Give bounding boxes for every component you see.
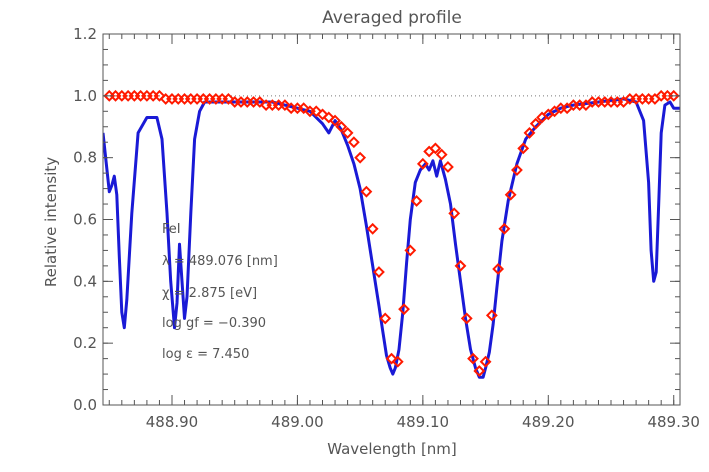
- observed-point: [492, 263, 505, 275]
- observed-point: [347, 136, 360, 149]
- observed-point: [454, 259, 467, 272]
- observed-point: [391, 355, 404, 368]
- y-tick-label: 0.2: [73, 334, 97, 352]
- observed-point: [366, 222, 379, 235]
- observed-point: [322, 111, 335, 124]
- x-tick-label: 488.90: [146, 413, 199, 431]
- observed-point: [467, 352, 479, 365]
- y-tick-label: 1.0: [73, 87, 97, 105]
- observed-point: [278, 99, 291, 112]
- x-tick-label: 489.00: [271, 413, 324, 431]
- observed-point: [404, 244, 417, 257]
- observed-point: [667, 89, 680, 102]
- observed-point: [316, 108, 329, 121]
- x-axis-label: Wavelength [nm]: [327, 440, 457, 458]
- x-tick-label: 489.20: [522, 413, 575, 431]
- y-tick-label: 0.8: [73, 149, 97, 167]
- observed-point: [379, 312, 392, 325]
- observed-point: [153, 89, 166, 102]
- observed-point: [410, 195, 423, 207]
- x-tick-label: 489.30: [647, 413, 700, 431]
- observed-point: [222, 93, 235, 105]
- observed-point: [429, 142, 442, 155]
- observed-point: [504, 188, 517, 201]
- plot-frame: [102, 33, 681, 406]
- annotation-loggf: log gf = −0.390: [162, 316, 266, 331]
- annotation-block: FeI λ = 489.076 [nm] χ = 2.875 [eV] log …: [162, 222, 278, 362]
- observed-point: [473, 365, 486, 377]
- observed-point: [523, 127, 536, 139]
- annotation-element: FeI: [162, 222, 181, 237]
- model-profile-line: [103, 97, 680, 379]
- observed-point: [485, 309, 498, 322]
- observed-point: [373, 266, 385, 278]
- observed-point: [398, 303, 410, 316]
- chart-title: Averaged profile: [322, 8, 462, 28]
- y-tick-label: 0.6: [73, 211, 97, 229]
- y-axis-label: Relative intensity: [42, 157, 60, 287]
- x-tick-label: 489.10: [397, 413, 450, 431]
- observed-point: [517, 142, 530, 155]
- observed-point: [529, 117, 542, 130]
- observed-point: [310, 105, 323, 118]
- observed-point: [253, 96, 266, 108]
- observed-point: [354, 151, 367, 164]
- annotation-excitation: χ = 2.875 [eV]: [162, 286, 257, 301]
- y-tick-label: 0.0: [73, 396, 97, 414]
- observed-point: [435, 148, 448, 161]
- observed-point: [479, 355, 492, 368]
- annotation-wavelength: λ = 489.076 [nm]: [162, 254, 278, 269]
- observed-point: [416, 157, 429, 170]
- observed-point: [360, 185, 373, 198]
- observed-point: [335, 120, 348, 133]
- observed-point: [297, 102, 310, 115]
- observed-point: [511, 164, 523, 176]
- observed-point: [460, 312, 473, 325]
- observed-point: [442, 161, 454, 173]
- observed-point: [385, 352, 398, 365]
- observed-point: [329, 114, 341, 127]
- y-tick-label: 0.4: [73, 272, 97, 290]
- y-tick-label: 1.2: [73, 25, 97, 43]
- annotation-abundance: log ε = 7.450: [162, 347, 249, 362]
- observed-point: [448, 207, 461, 220]
- observed-point: [498, 222, 511, 235]
- observed-point: [341, 127, 354, 139]
